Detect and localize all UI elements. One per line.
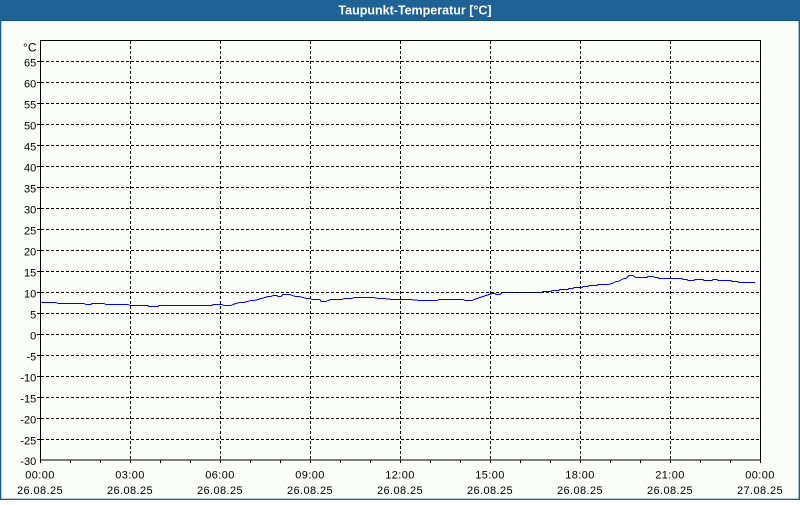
svg-text:12:00: 12:00 bbox=[385, 469, 415, 481]
svg-text:03:00: 03:00 bbox=[115, 469, 145, 481]
svg-text:30: 30 bbox=[24, 205, 36, 217]
svg-text:00:00: 00:00 bbox=[745, 469, 775, 481]
svg-text:25: 25 bbox=[24, 226, 36, 238]
svg-text:60: 60 bbox=[24, 79, 36, 91]
svg-text:26.08.25: 26.08.25 bbox=[557, 485, 603, 497]
svg-text:-30: -30 bbox=[20, 456, 36, 468]
svg-text:06:00: 06:00 bbox=[205, 469, 235, 481]
svg-text:55: 55 bbox=[24, 100, 36, 112]
svg-text:0: 0 bbox=[30, 331, 36, 343]
svg-text:40: 40 bbox=[24, 163, 36, 175]
svg-text:20: 20 bbox=[24, 247, 36, 259]
svg-text:27.08.25: 27.08.25 bbox=[737, 485, 783, 497]
svg-text:26.08.25: 26.08.25 bbox=[287, 485, 333, 497]
svg-text:26.08.25: 26.08.25 bbox=[467, 485, 513, 497]
svg-text:45: 45 bbox=[24, 142, 36, 154]
svg-text:26.08.25: 26.08.25 bbox=[647, 485, 693, 497]
svg-text:10: 10 bbox=[24, 289, 36, 301]
svg-text:-25: -25 bbox=[20, 436, 36, 448]
svg-text:-20: -20 bbox=[20, 415, 36, 427]
svg-text:26.08.25: 26.08.25 bbox=[17, 485, 63, 497]
svg-text:00:00: 00:00 bbox=[25, 469, 55, 481]
svg-text:-5: -5 bbox=[27, 352, 37, 364]
svg-text:50: 50 bbox=[24, 121, 36, 133]
svg-text:26.08.25: 26.08.25 bbox=[377, 485, 423, 497]
svg-text:35: 35 bbox=[24, 184, 36, 196]
svg-text:Taupunkt-Temperatur [°C]: Taupunkt-Temperatur [°C] bbox=[338, 4, 491, 18]
svg-text:26.08.25: 26.08.25 bbox=[107, 485, 153, 497]
svg-text:18:00: 18:00 bbox=[565, 469, 595, 481]
svg-text:-10: -10 bbox=[20, 373, 36, 385]
svg-text:26.08.25: 26.08.25 bbox=[197, 485, 243, 497]
svg-text:5: 5 bbox=[30, 310, 36, 322]
svg-text:09:00: 09:00 bbox=[295, 469, 325, 481]
svg-text:15:00: 15:00 bbox=[475, 469, 505, 481]
svg-text:21:00: 21:00 bbox=[655, 469, 685, 481]
svg-text:15: 15 bbox=[24, 268, 36, 280]
svg-text:°C: °C bbox=[23, 41, 37, 55]
svg-text:-15: -15 bbox=[20, 394, 36, 406]
svg-text:65: 65 bbox=[24, 58, 36, 70]
